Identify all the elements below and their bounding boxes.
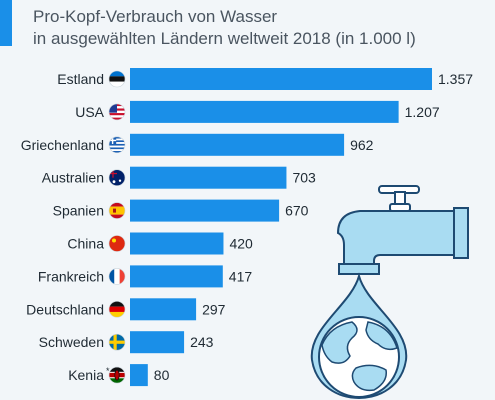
category-label: Schweden	[39, 334, 104, 350]
bars-layer: Estland 1.357 USA 1.207 Griechenland 962 Austr…	[21, 68, 473, 387]
spain-flag	[108, 202, 126, 219]
value-label: 297	[202, 301, 226, 317]
subtitle-line-2: in ausgewählten Ländern weltweit 2018 (i…	[33, 29, 416, 48]
bar	[130, 100, 399, 123]
category-label: USA	[75, 104, 104, 120]
estonia-flag	[108, 70, 126, 88]
value-label: 420	[229, 236, 253, 252]
value-label: 243	[190, 334, 214, 350]
value-label: 703	[292, 170, 316, 186]
chart-subtitle: Pro-Kopf-Verbrauch von Wasser in ausgewä…	[33, 6, 483, 50]
tap-body-icon	[336, 207, 469, 275]
title-accent-bar	[0, 0, 12, 46]
earth-globe-icon	[318, 316, 400, 398]
category-label: Frankreich	[38, 268, 104, 284]
value-label: 1.357	[438, 71, 473, 87]
bar	[130, 265, 223, 288]
category-label: Deutschland	[26, 301, 104, 317]
bar	[130, 331, 185, 354]
value-label: 1.207	[405, 104, 440, 120]
value-label: 962	[350, 137, 374, 153]
bar	[130, 166, 287, 189]
australia-flag	[108, 169, 126, 186]
category-label: Griechenland	[21, 137, 104, 153]
bar	[130, 298, 197, 321]
bar	[130, 133, 345, 156]
value-label: 417	[229, 268, 253, 284]
category-label: Estland	[57, 71, 104, 87]
china-flag	[108, 235, 126, 252]
bar	[130, 364, 148, 387]
sweden-flag	[108, 333, 126, 351]
bar	[130, 232, 224, 255]
bar	[130, 68, 432, 90]
usa-flag	[108, 103, 126, 121]
subtitle-line-1: Pro-Kopf-Verbrauch von Wasser	[33, 7, 278, 26]
bar	[130, 199, 280, 222]
value-label: 670	[285, 203, 309, 219]
kenya-flag	[108, 366, 126, 384]
category-label: Spanien	[53, 203, 104, 219]
category-label: Australien	[42, 170, 104, 186]
greece-flag	[108, 136, 126, 154]
category-label: Kenia	[68, 367, 104, 383]
footnote-mark: *	[106, 366, 110, 376]
tap-handle-icon	[378, 185, 420, 212]
value-label: 80	[154, 367, 170, 383]
category-label: China	[67, 236, 104, 252]
germany-flag	[108, 300, 126, 318]
water-tap-with-earth-droplet-icon	[310, 185, 469, 400]
france-flag	[108, 268, 126, 285]
